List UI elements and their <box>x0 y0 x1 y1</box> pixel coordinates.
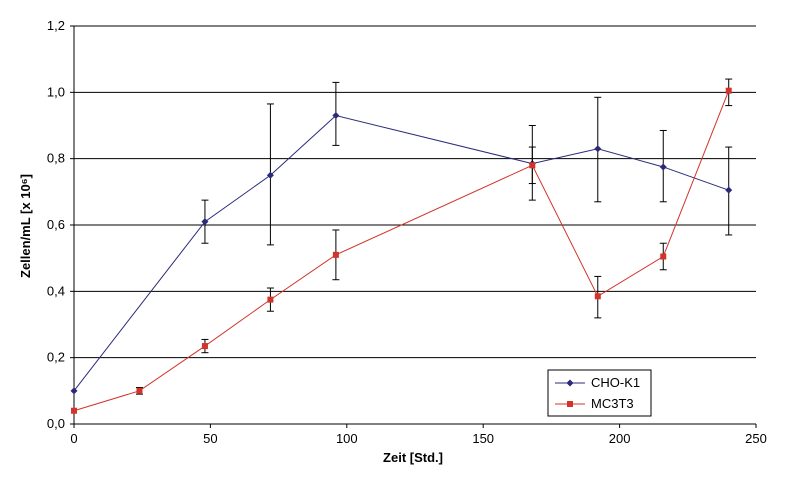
data-point-cho-k1-1 <box>201 218 209 226</box>
data-point-cho-k1-7 <box>725 186 733 194</box>
data-point-cho-k1-3 <box>332 112 340 120</box>
data-point-mc3t3-7 <box>660 253 667 260</box>
data-point-mc3t3-1 <box>136 387 143 394</box>
data-point-cho-k1-2 <box>266 171 274 179</box>
legend-box <box>547 369 652 417</box>
y-tick-label-4: 0,8 <box>47 151 65 166</box>
y-axis-title: Zellen/mL [x 10⁶] <box>18 174 33 278</box>
x-tick-label-3: 150 <box>472 431 494 446</box>
data-point-mc3t3-4 <box>332 251 339 258</box>
grid-lines <box>74 25 756 359</box>
data-point-cho-k1-5 <box>594 145 602 153</box>
x-tick-label-1: 50 <box>203 431 217 446</box>
data-point-mc3t3-2 <box>201 343 208 350</box>
series-line-mc3t3 <box>73 90 730 412</box>
y-tick-label-3: 0,6 <box>47 217 65 232</box>
x-tick-label-0: 0 <box>70 431 77 446</box>
legend-marker-mc3t3 <box>567 401 573 407</box>
data-point-mc3t3-5 <box>529 162 536 169</box>
legend-label-mc3t3: MC3T3 <box>591 396 634 411</box>
legend: CHO-K1 MC3T3 <box>547 369 652 417</box>
x-tick-label-2: 100 <box>336 431 358 446</box>
data-point-mc3t3-3 <box>267 296 274 303</box>
y-tick-label-2: 0,4 <box>47 283 65 298</box>
y-tick-label-0: 0,0 <box>47 416 65 431</box>
data-point-mc3t3-6 <box>594 293 601 300</box>
x-axis-title: Zeit [Std.] <box>383 450 443 465</box>
x-tick-label-5: 250 <box>745 431 767 446</box>
axes: 0,0 0,2 0,4 0,6 0,8 1,0 1,2 0 50 100 150 200 250 <box>47 18 767 446</box>
series-line-cho-k1 <box>73 115 729 392</box>
y-tick-label-1: 0,2 <box>47 350 65 365</box>
y-tick-label-6: 1,2 <box>47 18 65 33</box>
data-point-mc3t3-0 <box>71 407 77 414</box>
data-point-cho-k1-0 <box>70 387 78 395</box>
legend-label-cho-k1: CHO-K1 <box>591 375 640 390</box>
series-plot-area <box>70 78 733 414</box>
y-tick-label-5: 1,0 <box>47 84 65 99</box>
x-tick-label-4: 200 <box>609 431 631 446</box>
data-point-mc3t3-8 <box>725 87 732 94</box>
data-point-cho-k1-6 <box>659 163 667 171</box>
legend-marker-cho-k1 <box>566 379 574 387</box>
